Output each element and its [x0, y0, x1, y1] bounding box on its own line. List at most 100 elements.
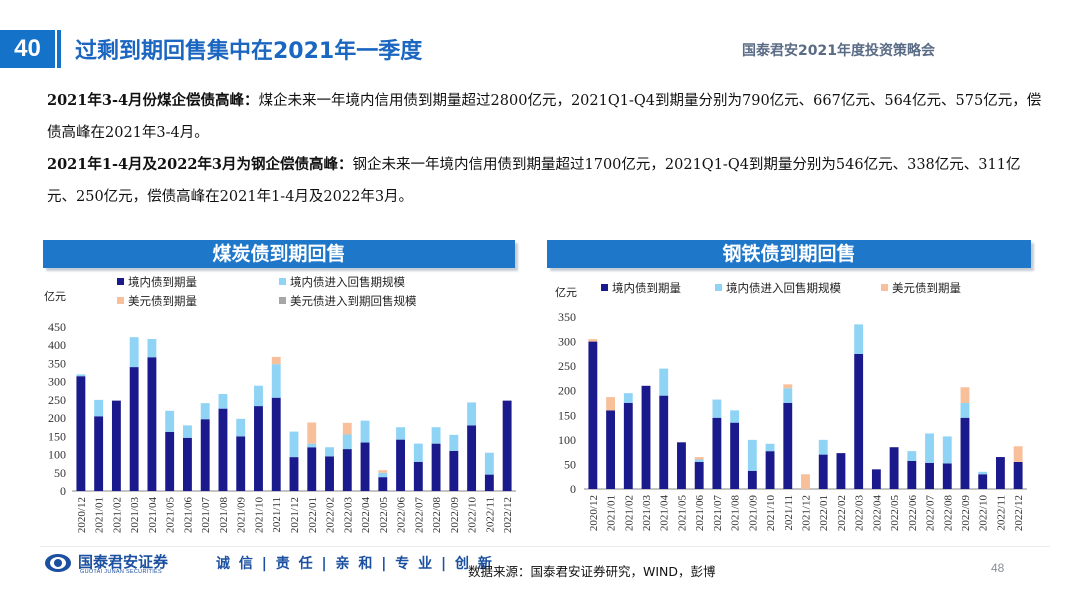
steel-bar-1	[677, 442, 686, 489]
steel-x-tick: 2022/03	[854, 495, 866, 532]
coal-x-tick: 2022/01	[307, 497, 319, 533]
steel-bar-1	[623, 403, 633, 489]
coal-bar-1	[129, 367, 139, 491]
coal-bar-1	[165, 431, 175, 491]
steel-bar-1	[588, 341, 598, 489]
steel-legend-swatch	[881, 284, 888, 291]
coal-bar-1	[502, 400, 512, 491]
steel-x-tick: 2021/05	[676, 495, 688, 532]
coal-bar-2	[467, 402, 477, 426]
coal-x-tick: 2021/06	[182, 497, 194, 534]
steel-bar-1	[606, 410, 616, 489]
coal-legend-swatch	[279, 278, 286, 285]
coal-bar-1	[360, 442, 370, 491]
steel-bar-1	[995, 457, 1005, 489]
steel-y-unit: 亿元	[555, 286, 577, 299]
steel-bar-2	[854, 324, 864, 354]
slide-number-badge: 40	[0, 30, 55, 68]
steel-bar-1	[854, 353, 864, 489]
coal-x-tick: 2022/04	[360, 497, 372, 534]
steel-x-tick: 2022/02	[836, 495, 848, 531]
steel-y-tick: 200	[558, 384, 576, 398]
coal-bar-1	[396, 439, 405, 491]
steel-bar-1	[641, 385, 651, 489]
data-source-note: 数据来源：国泰君安证券研究，WIND，彭博	[468, 564, 716, 579]
steel-x-tick: 2022/08	[942, 495, 954, 532]
coal-legend-label: 美元债进入到期回售规模	[290, 294, 417, 308]
coal-legend-swatch	[279, 297, 286, 304]
steel-bar-2	[730, 410, 740, 423]
coal-bar-2	[378, 472, 388, 478]
paragraph-steel-heading: 2021年1-4月及2022年3月为钢企偿债高峰：	[47, 156, 353, 173]
coal-bar-1	[147, 357, 157, 491]
coal-y-tick: 450	[48, 320, 66, 334]
coal-bar-2	[129, 337, 139, 368]
coal-bar-1	[467, 425, 477, 491]
steel-bar-2	[783, 388, 793, 403]
conference-name: 国泰君安2021年度投资策略会	[742, 43, 935, 59]
coal-x-tick: 2022/05	[378, 497, 390, 534]
coal-y-unit: 亿元	[44, 290, 66, 303]
coal-bar-1	[484, 474, 494, 491]
steel-bar-3	[694, 457, 704, 460]
steel-x-tick: 2022/07	[925, 495, 937, 532]
steel-x-tick: 2022/01	[818, 495, 830, 531]
coal-bar-3	[307, 422, 317, 444]
coal-x-tick: 2021/08	[218, 497, 230, 534]
steel-x-tick: 2021/04	[659, 495, 671, 532]
coal-x-tick: 2022/08	[431, 497, 443, 534]
coal-y-tick: 400	[48, 338, 66, 352]
steel-x-tick: 2021/01	[606, 495, 618, 531]
coal-bar-1	[218, 408, 228, 491]
steel-bar-2	[659, 368, 669, 396]
steel-bar-1	[907, 460, 917, 489]
steel-x-tick: 2022/10	[978, 495, 990, 532]
steel-x-tick: 2022/12	[1013, 495, 1025, 531]
footer-divider	[40, 546, 1050, 547]
steel-legend-swatch	[601, 284, 608, 291]
steel-bar-2	[694, 459, 704, 462]
steel-bar-1	[712, 417, 722, 489]
paragraph-steel-text: 钢企未来一年境内信用债到期量超过1700亿元，2021Q1-Q4到期量分别为54…	[47, 157, 1021, 205]
coal-y-tick: 0	[60, 484, 66, 498]
steel-y-tick: 100	[558, 433, 576, 447]
steel-bar-1	[818, 454, 828, 489]
coal-bar-2	[200, 403, 210, 420]
coal-x-tick: 2020/12	[76, 497, 88, 533]
steel-y-tick: 250	[558, 359, 576, 373]
coal-bar-1	[94, 416, 104, 491]
slide-title: 过剩到期回售集中在2021年一季度	[75, 39, 423, 64]
coal-x-tick: 2021/01	[94, 497, 106, 533]
steel-bar-1	[978, 474, 988, 489]
steel-y-tick: 0	[570, 482, 576, 496]
coal-bar-1	[325, 456, 334, 491]
steel-x-tick: 2021/12	[801, 495, 813, 531]
steel-bar-1	[942, 463, 952, 489]
coal-x-tick: 2021/02	[111, 497, 123, 533]
coal-x-tick: 2022/10	[467, 497, 479, 534]
badge-stripe	[57, 30, 61, 68]
steel-x-tick: 2022/11	[995, 495, 1007, 531]
coal-bar-1	[183, 437, 192, 491]
coal-x-tick: 2021/04	[147, 497, 159, 534]
steel-bar-1	[659, 395, 669, 489]
steel-chart-title: 钢铁债到期回售	[547, 240, 1031, 268]
coal-bar-2	[342, 434, 352, 450]
coal-bar-1	[236, 436, 246, 491]
steel-x-tick: 2021/02	[623, 495, 635, 531]
steel-legend-label: 美元债到期量	[892, 281, 961, 295]
coal-x-tick: 2021/05	[165, 497, 177, 534]
steel-x-tick: 2022/04	[871, 495, 883, 532]
coal-x-tick: 2021/07	[200, 497, 212, 534]
coal-y-tick: 100	[48, 448, 66, 462]
coal-bar-2	[218, 394, 228, 409]
coal-x-tick: 2022/03	[342, 497, 354, 534]
company-logo-icon	[45, 554, 71, 572]
coal-chart-title: 煤炭债到期回售	[43, 240, 515, 268]
coal-x-tick: 2022/06	[396, 497, 408, 534]
coal-x-tick: 2022/07	[413, 497, 425, 534]
steel-bar-1	[1013, 461, 1023, 489]
coal-bar-1	[449, 450, 459, 491]
steel-bar-1	[694, 461, 704, 489]
